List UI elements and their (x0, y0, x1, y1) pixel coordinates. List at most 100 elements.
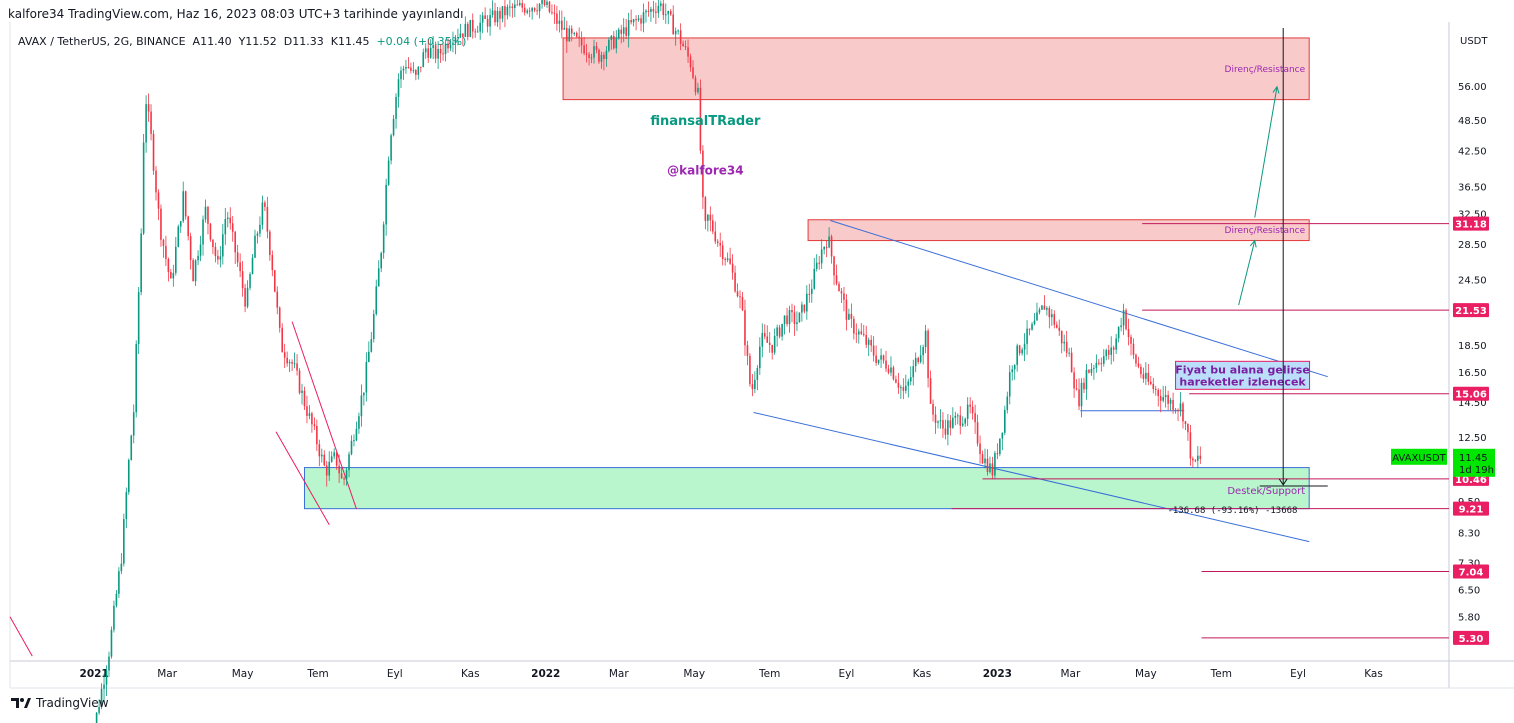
candle-body (622, 27, 625, 34)
candle-body (496, 10, 499, 23)
y-tick-label: 8.30 (1458, 528, 1480, 539)
candle-body (657, 5, 660, 13)
candle-body (372, 314, 375, 340)
x-tick-label: Tem (306, 668, 328, 680)
candle-body (390, 135, 392, 161)
candle-body (939, 420, 942, 422)
candle-body (741, 296, 744, 311)
y-tick-label: 48.50 (1458, 116, 1487, 127)
candle-body (204, 206, 207, 220)
candle-body (353, 440, 355, 442)
candle-body (909, 377, 912, 382)
candle-body (375, 286, 378, 315)
candle-body (630, 20, 632, 23)
candle-body (514, 4, 516, 9)
level-badge-label: 9.21 (1459, 505, 1484, 516)
trend-line (830, 220, 1328, 378)
candle-body (533, 8, 536, 11)
candle-body (239, 262, 241, 272)
arrow-head-icon (1272, 85, 1280, 94)
candle-body (575, 32, 578, 37)
candle-body (632, 19, 635, 23)
candle-body (444, 43, 447, 55)
candle-body (637, 18, 640, 21)
level-badge (1453, 386, 1489, 401)
level-badge (1453, 564, 1489, 579)
levels[interactable]: 31.18 21.53 15.06 10.46 9.21 7.04 5.30 AVAXUSDT… (951, 216, 1495, 645)
candle-body (976, 422, 979, 444)
candle-body (100, 688, 103, 708)
candle-body (1088, 369, 1090, 373)
candle-body (677, 30, 679, 32)
candle-body (543, 0, 546, 5)
candle-body (578, 36, 580, 38)
zones[interactable]: Direnç/Resistance Direnç/Resistance Destek… (303, 37, 1310, 510)
candle-body (845, 299, 848, 320)
level-badge-label: 10.46 (1455, 475, 1487, 486)
candle-body (1127, 329, 1130, 338)
candle-body (1115, 338, 1117, 350)
candle-body (595, 46, 598, 50)
candle-body (1018, 345, 1021, 354)
candle-body (880, 355, 882, 360)
candle-body (927, 330, 929, 379)
candle-body (229, 217, 232, 224)
candle-body (1112, 347, 1115, 350)
candle-body (1013, 364, 1016, 370)
candle-body (172, 272, 175, 279)
candle-body (536, 10, 538, 12)
candle-body (551, 11, 553, 13)
candle-body (833, 256, 835, 276)
candle-body (590, 57, 593, 59)
candle-body (1063, 341, 1065, 344)
candle-body (669, 10, 672, 15)
candle-body (142, 142, 145, 234)
candle-body (660, 3, 662, 6)
candle-body (424, 48, 427, 53)
x-tick-label: May (232, 668, 254, 680)
candle-body (914, 357, 917, 367)
candle-body (271, 255, 274, 271)
candle-body (739, 296, 741, 298)
candle-body (1021, 349, 1023, 354)
candle-body (754, 379, 756, 389)
candle-body (118, 571, 120, 594)
candle-body (308, 413, 311, 416)
level-badge-label: 7.04 (1459, 567, 1484, 578)
candle-body (984, 458, 986, 464)
symbol-pair[interactable]: AVAX / TetherUS, 2G, BINANCE (18, 35, 186, 48)
candle-body (986, 458, 989, 473)
candle-body (491, 10, 494, 16)
level-badge-label: 15.06 (1455, 390, 1487, 401)
x-tick-label: Tem (758, 668, 780, 680)
candle-body (828, 236, 830, 248)
annotations[interactable]: finansalTRader @kalfore34 Fiyat bu alana g… (650, 28, 1328, 516)
candle-body (798, 312, 801, 323)
candle-body (127, 460, 130, 493)
candle-body (679, 30, 682, 44)
trendlines[interactable] (9, 220, 1328, 657)
candle-body (929, 378, 932, 404)
candle-body (726, 258, 729, 261)
candle-body (1028, 328, 1031, 330)
candle-body (283, 352, 286, 358)
y-tick-label: 7.30 (1458, 558, 1480, 569)
candle-body (199, 244, 202, 256)
candle-body (261, 202, 264, 225)
candle-body (996, 453, 999, 455)
candle-body (1060, 330, 1063, 344)
candle-body (251, 257, 254, 275)
candle-body (350, 440, 353, 455)
candle-body (98, 707, 100, 713)
candle-body (565, 27, 568, 42)
candle-body (330, 456, 333, 462)
candle-body (387, 160, 390, 185)
candle-body (1058, 327, 1061, 331)
candle-body (1169, 400, 1172, 404)
candle-body (949, 420, 952, 428)
ohlc-change: +0.04 (+0.35%) (376, 35, 467, 48)
tradingview-footer[interactable]: TradingView (10, 696, 109, 710)
candle-body (291, 362, 293, 364)
candle-body (103, 684, 105, 689)
